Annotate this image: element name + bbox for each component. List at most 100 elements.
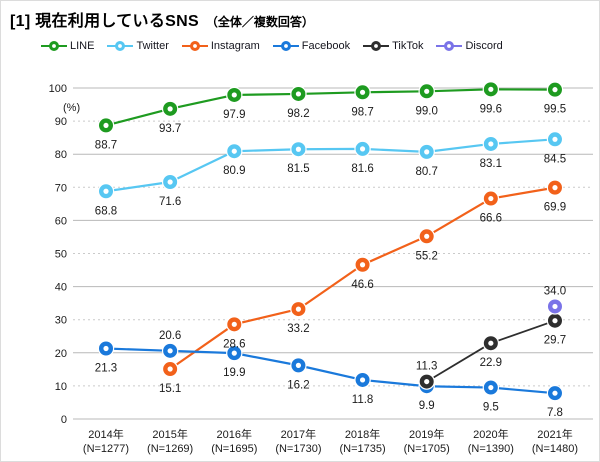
value-label-line: 98.2 (287, 108, 309, 120)
x-tick-n-label: (N=1480) (532, 443, 578, 455)
legend-marker-icon (363, 41, 390, 51)
y-tick-label: 10 (55, 381, 67, 393)
series-line-twitter (104, 138, 557, 193)
legend-marker-icon (107, 41, 134, 51)
data-point-hole (552, 136, 558, 142)
legend-label: Facebook (301, 40, 351, 52)
x-axis-labels: 2014年 (N=1277) 2015年 (N=1269) 2016年 (N=1695) 2… (83, 427, 578, 455)
y-tick-label: 0 (61, 414, 67, 426)
x-tick-year-label: 2021年 (537, 427, 572, 441)
value-label-facebook: 9.9 (419, 400, 435, 412)
data-point-hole (295, 91, 302, 97)
x-tick-n-label: (N=1269) (147, 443, 193, 455)
data-point-hole (231, 321, 237, 327)
x-tick-year-label: 2017年 (281, 427, 316, 441)
value-label-twitter: 68.8 (95, 205, 117, 217)
data-point-hole (103, 345, 109, 352)
data-point-hole (424, 149, 430, 155)
value-label-line: 93.7 (159, 123, 181, 135)
y-tick-label: 70 (55, 182, 67, 194)
data-point-hole (552, 87, 558, 93)
y-tick-label: 20 (55, 348, 67, 360)
legend-label: Instagram (210, 40, 260, 52)
data-point-hole (167, 348, 173, 354)
value-label-facebook: 7.8 (547, 407, 563, 419)
value-label-line: 99.0 (416, 105, 438, 117)
value-label-facebook: 20.6 (159, 330, 181, 342)
value-label-line: 99.5 (544, 104, 566, 116)
y-tick-label: 80 (55, 149, 67, 161)
y-axis-unit-label: (%) (63, 102, 80, 114)
value-label-tiktok: 29.7 (544, 335, 566, 347)
value-label-facebook: 11.8 (352, 394, 374, 406)
value-label-discord: 34.0 (544, 285, 566, 297)
x-tick-year-label: 2014年 (88, 427, 123, 441)
title-main: [1] 現在利用しているSNS (10, 13, 199, 30)
y-tick-label: 30 (55, 315, 67, 327)
series-line-line (104, 88, 557, 127)
x-tick-n-label: (N=1390) (468, 443, 514, 455)
y-tick-label: 40 (55, 282, 67, 294)
value-label-line: 98.7 (351, 106, 373, 118)
y-tick-label: 60 (55, 215, 67, 227)
legend-item-tiktok: TikTok (363, 40, 423, 52)
value-labels: 88.7 93.7 97.9 98.2 98.7 99.0 99.6 99.5 68.8 71.6… (95, 103, 566, 419)
value-label-twitter: 80.9 (223, 165, 245, 177)
x-tick-year-label: 2020年 (473, 427, 508, 441)
legend-marker-icon (272, 41, 299, 51)
x-tick-year-label: 2018年 (345, 427, 380, 441)
data-point-hole (488, 340, 494, 346)
data-point-hole (488, 141, 494, 147)
data-point-hole (424, 233, 430, 239)
value-label-twitter: 83.1 (480, 158, 502, 170)
value-label-instagram: 33.2 (287, 323, 309, 335)
value-label-tiktok: 11.3 (416, 361, 438, 373)
data-point-hole (359, 89, 366, 95)
legend-item-facebook: Facebook (272, 40, 351, 52)
x-tick-year-label: 2019年 (409, 427, 444, 441)
legend-marker-icon (41, 41, 67, 51)
series-line-facebook (104, 347, 557, 395)
data-point-hole (488, 384, 494, 391)
data-point-hole (424, 378, 430, 385)
data-point-hole (295, 146, 302, 152)
data-point-hole (103, 188, 109, 194)
legend-marker-icon (436, 41, 463, 51)
data-point-hole (488, 86, 494, 92)
y-tick-label: 100 (49, 83, 67, 95)
title-sub: （全体／複数回答） (205, 15, 314, 29)
data-point-hole (295, 306, 302, 312)
data-point-hole (167, 179, 173, 185)
value-label-facebook: 19.9 (223, 367, 245, 379)
data-point-hole (231, 350, 237, 356)
data-point-hole (552, 390, 558, 396)
value-label-instagram: 28.6 (223, 338, 245, 350)
y-tick-label: 90 (55, 116, 67, 128)
data-point-hole (552, 303, 558, 310)
value-label-instagram: 55.2 (416, 250, 438, 262)
value-label-facebook: 9.5 (483, 402, 499, 414)
value-label-line: 88.7 (95, 139, 117, 151)
data-point-hole (359, 262, 366, 268)
x-tick-n-label: (N=1735) (339, 443, 385, 455)
data-point-hole (359, 377, 366, 383)
data-point-hole (359, 146, 366, 152)
x-tick-n-label: (N=1695) (211, 443, 257, 455)
data-point-hole (167, 106, 173, 112)
value-label-facebook: 16.2 (287, 379, 309, 391)
series-markers (97, 81, 564, 402)
legend-item-twitter: Twitter (107, 40, 169, 52)
value-label-twitter: 84.5 (544, 153, 566, 165)
value-label-instagram: 15.1 (159, 383, 181, 395)
legend-item-discord: Discord (436, 40, 503, 52)
legend-label: Twitter (136, 40, 169, 52)
data-point-hole (103, 122, 109, 129)
x-tick-n-label: (N=1277) (83, 443, 129, 455)
legend-label: TikTok (392, 40, 424, 52)
legend-item-instagram: Instagram (181, 40, 260, 52)
value-label-line: 97.9 (223, 109, 245, 121)
value-label-twitter: 81.5 (287, 163, 309, 175)
value-label-tiktok: 22.9 (480, 357, 502, 369)
x-tick-n-label: (N=1730) (275, 443, 321, 455)
data-point-hole (167, 366, 173, 372)
